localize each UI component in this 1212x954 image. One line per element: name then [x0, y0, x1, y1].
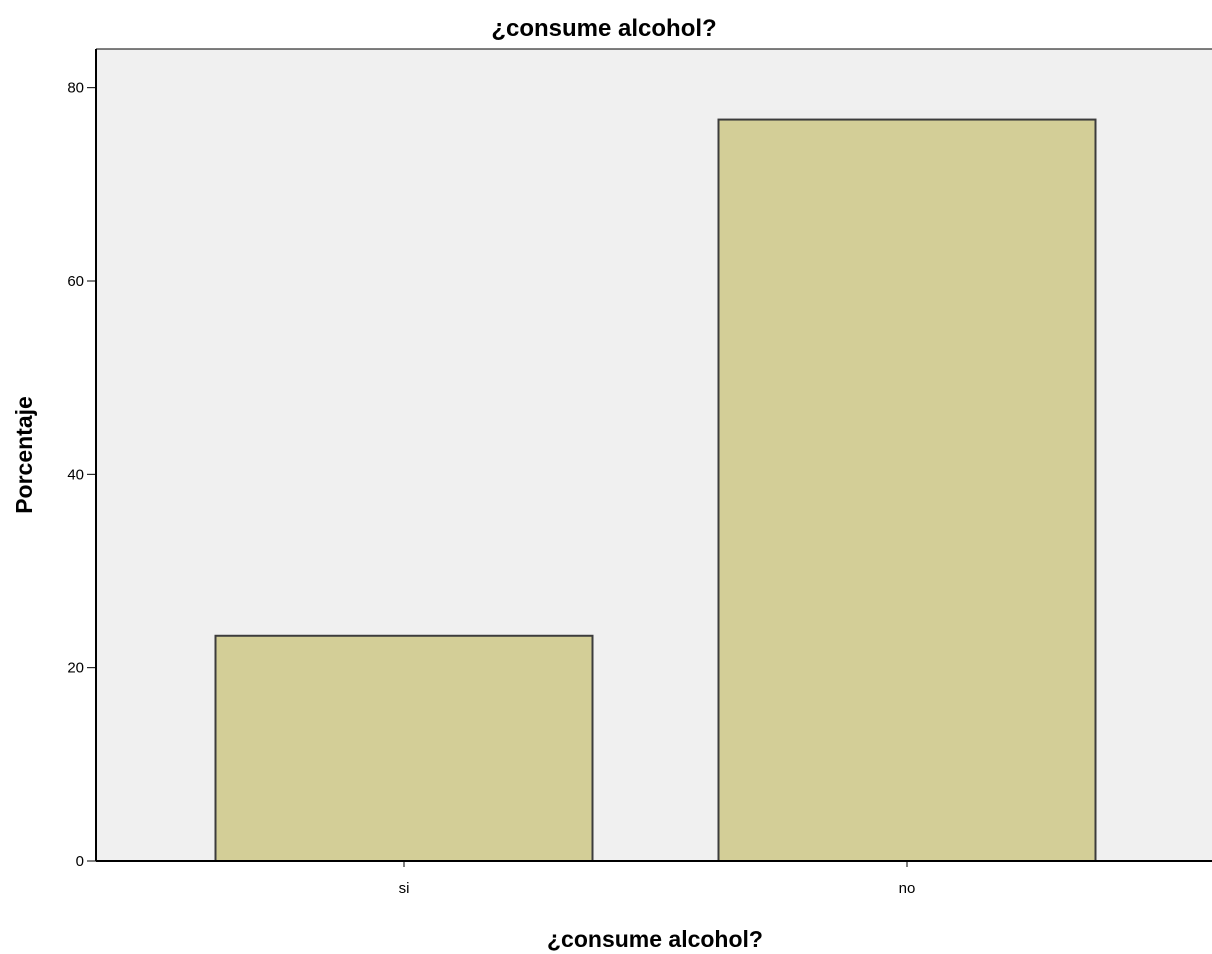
bar-no [717, 118, 1097, 863]
x-tick-label-no: no [899, 880, 916, 897]
bar-si [214, 634, 594, 862]
x-tick-label-si: si [399, 880, 410, 897]
y-tick-label: 20 [67, 660, 84, 677]
y-tick-label: 80 [67, 80, 84, 97]
x-axis-categories: si no [399, 861, 916, 897]
y-axis-ticks: 0 20 40 60 80 [67, 80, 96, 870]
chart-title: ¿consume alcohol? [491, 15, 716, 42]
y-tick-label: 60 [67, 273, 84, 290]
y-tick-label: 0 [76, 853, 84, 870]
bars [214, 118, 1097, 863]
y-tick-label: 40 [67, 466, 84, 483]
x-axis-title: ¿consume alcohol? [547, 926, 763, 952]
y-axis-title: Porcentaje [11, 396, 37, 514]
axes [95, 48, 1212, 862]
